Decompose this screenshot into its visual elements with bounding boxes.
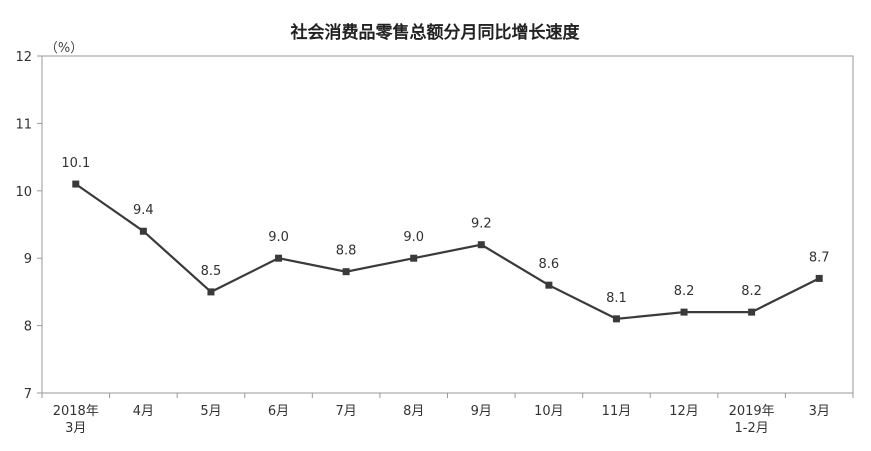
data-point bbox=[477, 241, 485, 249]
data-label: 8.7 bbox=[809, 250, 830, 265]
data-label: 8.6 bbox=[539, 257, 560, 272]
x-tick-label: 9月 bbox=[471, 404, 492, 419]
x-tick-label: 3月 bbox=[809, 404, 830, 419]
data-point bbox=[72, 180, 80, 188]
data-point bbox=[748, 308, 756, 316]
data-point bbox=[275, 254, 283, 262]
y-tick-label: 11 bbox=[15, 117, 32, 132]
x-tick-label: 5月 bbox=[200, 404, 221, 419]
data-labels: 10.1 9.4 8.5 9.0 8.8 9.0 9.2 8.6 8.1 8.2 8.2 8.7 bbox=[61, 156, 829, 306]
y-unit-label: （%） bbox=[45, 41, 83, 56]
data-label: 9.0 bbox=[403, 230, 424, 245]
x-tick-label: 11月 bbox=[602, 404, 632, 419]
y-tick-label: 10 bbox=[15, 185, 32, 200]
data-label: 8.2 bbox=[674, 284, 695, 299]
data-point bbox=[342, 268, 350, 276]
x-tick-label: 12月 bbox=[669, 404, 699, 419]
data-label: 8.8 bbox=[336, 244, 357, 259]
data-points bbox=[72, 180, 823, 323]
data-label: 8.2 bbox=[741, 284, 762, 299]
data-point bbox=[545, 281, 553, 289]
x-tick-label: 4月 bbox=[133, 404, 154, 419]
y-tick-label: 12 bbox=[15, 50, 32, 65]
data-point bbox=[815, 274, 823, 282]
data-point bbox=[410, 254, 418, 262]
data-label: 8.1 bbox=[606, 291, 627, 306]
x-tick-label: 2018年 3月 bbox=[53, 404, 99, 436]
data-point bbox=[207, 288, 215, 296]
x-tick-label: 7月 bbox=[335, 404, 356, 419]
y-tick-labels: 7 8 9 10 11 12 bbox=[15, 50, 32, 402]
data-point bbox=[680, 308, 688, 316]
x-tick-label: 10月 bbox=[534, 404, 564, 419]
y-tick-label: 7 bbox=[24, 387, 32, 402]
y-tick-label: 8 bbox=[24, 320, 32, 335]
data-label: 9.2 bbox=[471, 217, 492, 232]
y-tick-label: 9 bbox=[24, 252, 32, 267]
data-label: 9.0 bbox=[268, 230, 289, 245]
axes bbox=[37, 55, 854, 398]
data-label: 10.1 bbox=[61, 156, 90, 171]
data-point bbox=[612, 315, 620, 323]
plot-frame bbox=[41, 55, 854, 394]
series-line bbox=[75, 183, 820, 321]
chart-title: 社会消费品零售总额分月同比增长速度 bbox=[290, 22, 581, 43]
x-tick-labels: 2018年 3月 4月 5月 6月 7月 8月 9月 10月 11月 12月 2019年 1-2月 3月 bbox=[53, 404, 830, 436]
x-tick-label: 8月 bbox=[403, 404, 424, 419]
data-label: 9.4 bbox=[133, 203, 154, 218]
data-label: 8.5 bbox=[201, 264, 222, 279]
data-point bbox=[139, 227, 147, 235]
x-tick-label: 6月 bbox=[268, 404, 289, 419]
x-tick-label: 2019年 1-2月 bbox=[729, 404, 775, 436]
